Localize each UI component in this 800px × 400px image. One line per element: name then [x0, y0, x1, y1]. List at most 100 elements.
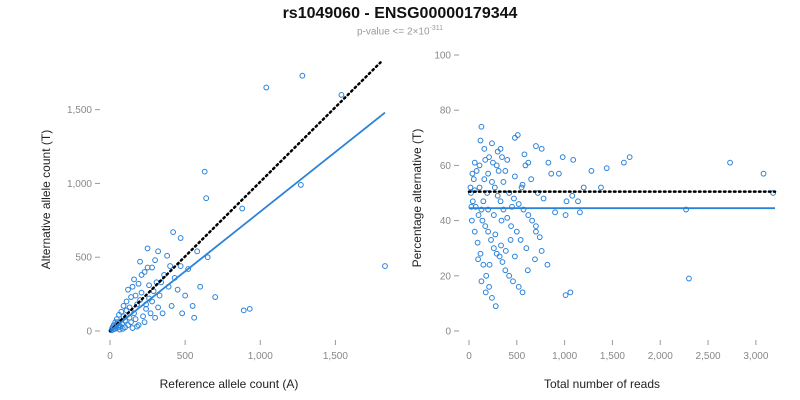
data-point: [135, 280, 142, 287]
data-point: [149, 264, 155, 271]
data-point: [548, 170, 555, 177]
data-point: [131, 276, 137, 283]
data-point: [338, 91, 345, 98]
data-point: [152, 257, 158, 264]
data-point: [510, 278, 516, 285]
data-point: [570, 156, 577, 163]
data-point: [476, 184, 483, 191]
data-point: [533, 228, 539, 235]
data-point: [476, 162, 483, 169]
scatter-panel-percentage: 0 500 1,000 1,500 2,000 2,500 3,000 0 20 40 60 80 10…: [410, 51, 777, 391]
data-point: [486, 283, 492, 290]
data-point: [174, 286, 181, 293]
data-point: [562, 292, 569, 299]
data-point: [467, 184, 474, 191]
data-point: [141, 269, 148, 275]
data-point: [511, 195, 517, 202]
data-point: [263, 84, 270, 91]
data-point: [239, 205, 246, 212]
data-point: [494, 192, 501, 199]
data-point: [177, 263, 184, 269]
y-tick-label: 20: [440, 271, 452, 282]
data-point: [146, 282, 152, 289]
x-axis-title: Total number of reads: [544, 377, 660, 391]
data-point: [515, 201, 522, 207]
data-point: [512, 134, 518, 141]
data-point: [197, 283, 204, 290]
data-point: [123, 298, 130, 305]
data-point: [482, 156, 489, 163]
data-point: [555, 170, 562, 177]
data-point: [486, 261, 493, 268]
data-point: [497, 198, 504, 205]
data-point: [194, 248, 201, 255]
data-point: [191, 314, 198, 321]
data-point: [478, 278, 485, 285]
data-point: [536, 234, 543, 241]
y-tick-label: 1,500: [67, 105, 92, 116]
data-point: [132, 316, 139, 323]
data-point: [156, 292, 163, 299]
y-axis-title: Percentage alternative (T): [410, 129, 424, 268]
data-point: [201, 168, 208, 175]
data-point: [567, 289, 574, 296]
data-point: [155, 248, 161, 255]
x-tick-label: 1,500: [323, 351, 348, 362]
x-axis-title: Reference allele count (A): [160, 377, 299, 391]
data-point: [525, 159, 532, 166]
data-point: [490, 245, 497, 252]
data-point: [469, 170, 476, 177]
data-point: [499, 259, 506, 265]
subtitle-text: p-value <= 2×10: [356, 26, 430, 38]
data-point: [683, 206, 689, 213]
chart-subtitle: p-value <= 2×10-311: [0, 25, 800, 37]
data-point: [544, 261, 551, 268]
x-tick-label: 500: [177, 351, 194, 362]
data-point: [514, 132, 521, 138]
data-point: [552, 209, 558, 216]
x-tick-label: 0: [107, 351, 113, 362]
data-point: [524, 267, 531, 274]
x-tick-label: 0: [466, 351, 472, 362]
data-point: [123, 307, 130, 314]
data-point: [134, 301, 140, 308]
data-point: [179, 310, 186, 317]
data-point: [490, 159, 496, 166]
data-point: [760, 170, 767, 177]
data-point: [480, 261, 487, 268]
data-point: [580, 184, 587, 191]
data-point: [182, 292, 189, 299]
data-point: [522, 162, 529, 169]
data-point: [240, 307, 247, 314]
data-point: [481, 176, 488, 183]
data-point: [626, 154, 633, 161]
data-point: [170, 229, 177, 236]
data-point: [529, 217, 536, 224]
data-point: [520, 206, 527, 213]
data-point: [152, 314, 158, 321]
data-point: [203, 195, 210, 202]
data-point: [134, 323, 140, 330]
data-point: [515, 283, 522, 290]
x-tick-label: 3,000: [743, 351, 768, 362]
x-tick-label: 1,000: [248, 351, 273, 362]
data-point: [483, 272, 490, 279]
data-point: [125, 286, 131, 293]
data-point: [469, 198, 476, 205]
data-point: [499, 154, 505, 161]
data-point: [498, 217, 505, 224]
data-point: [167, 263, 174, 269]
y-tick-label: 80: [440, 106, 452, 117]
data-point: [185, 266, 192, 272]
data-point: [532, 256, 538, 263]
data-point: [528, 176, 535, 183]
data-point: [144, 245, 151, 252]
data-point: [138, 272, 145, 278]
data-point: [470, 176, 477, 183]
x-tick-label: 1,000: [552, 351, 577, 362]
data-point: [485, 206, 492, 213]
data-point: [468, 217, 475, 224]
data-point: [577, 209, 583, 216]
data-point: [485, 228, 492, 235]
